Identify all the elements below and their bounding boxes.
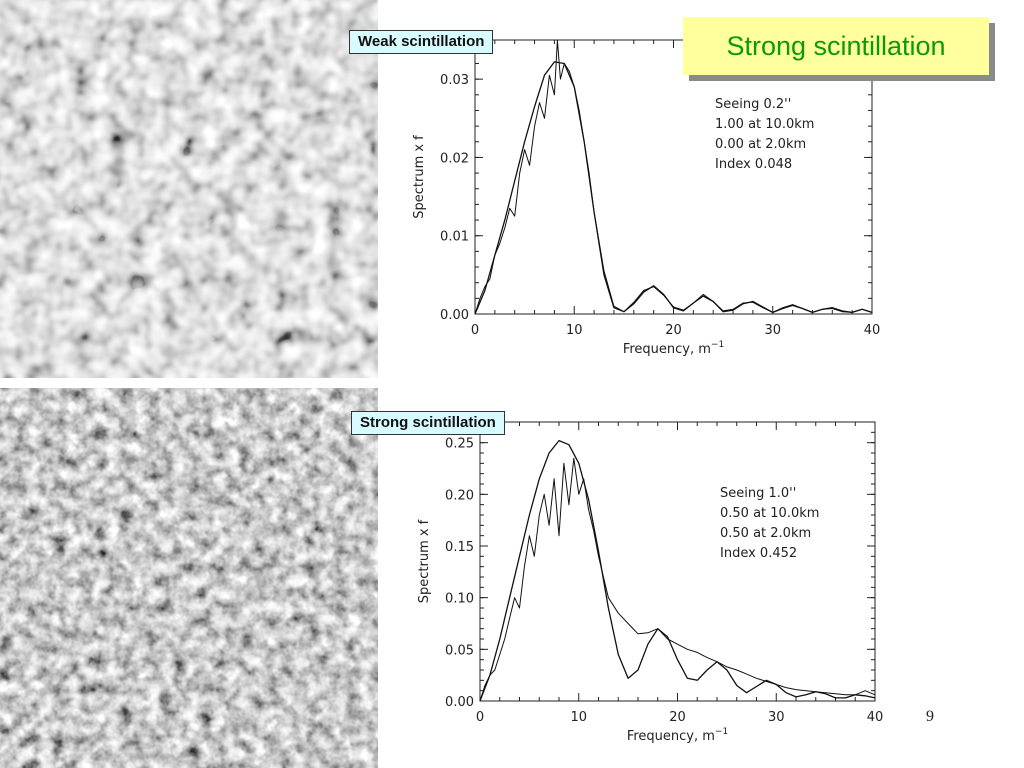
strong-scintillation-chart: 0 10 20 30 40 0.00 0.05 0.10 0.15 0.20 0.25 Frequen… bbox=[380, 410, 900, 760]
plot-frame bbox=[474, 39, 873, 315]
y-tick-label: 0.20 bbox=[445, 488, 474, 503]
y-axis-label: Spectrum x f bbox=[412, 135, 427, 219]
x-tick-label: 10 bbox=[566, 323, 583, 338]
x-tick-label: 40 bbox=[864, 323, 881, 338]
series-line-smooth bbox=[474, 61, 873, 315]
x-axis-label-exponent: −1 bbox=[715, 727, 728, 737]
x-axis-label: Frequency, m−1 bbox=[627, 727, 728, 744]
y-tick-label: 0.00 bbox=[440, 308, 469, 323]
x-tick-label: 0 bbox=[471, 323, 479, 338]
y-tick-label: 0.15 bbox=[445, 540, 474, 555]
y-tick-label: 0.00 bbox=[445, 695, 474, 710]
x-axis-label-exponent: −1 bbox=[711, 340, 724, 350]
annotation-line: Index 0.048 bbox=[715, 157, 792, 172]
annotation-line: Seeing 0.2'' bbox=[715, 97, 791, 112]
annotation-line: Index 0.452 bbox=[720, 546, 797, 561]
y-tick-label: 0.25 bbox=[445, 437, 474, 452]
y-tick-label: 0.03 bbox=[440, 73, 469, 88]
annotation-line: 0.50 at 10.0km bbox=[720, 506, 819, 521]
y-tick-label: 0.01 bbox=[440, 230, 469, 245]
x-tick-label: 0 bbox=[476, 710, 484, 725]
x-tick-label: 30 bbox=[768, 710, 785, 725]
y-tick-label: 0.05 bbox=[445, 643, 474, 658]
series-line-noisy bbox=[474, 39, 873, 315]
page-number: 9 bbox=[926, 708, 934, 725]
annotation-line: 0.50 at 2.0km bbox=[720, 526, 811, 541]
series-line-smooth bbox=[479, 439, 876, 702]
annotation-line: 0.00 at 2.0km bbox=[715, 137, 806, 152]
y-axis-label: Spectrum x f bbox=[417, 519, 432, 603]
y-tick-label: 0.02 bbox=[440, 151, 469, 166]
annotation-line: Seeing 1.0'' bbox=[720, 486, 796, 501]
x-tick-label: 30 bbox=[764, 323, 781, 338]
x-axis-label: Frequency, m−1 bbox=[623, 340, 724, 357]
x-tick-label: 20 bbox=[669, 710, 686, 725]
x-tick-label: 40 bbox=[867, 710, 884, 725]
strong-speckle-image bbox=[0, 388, 378, 768]
weak-speckle-image bbox=[0, 0, 378, 378]
x-tick-label: 20 bbox=[665, 323, 682, 338]
slide-title: Strong scintillation bbox=[683, 17, 989, 75]
weak-panel-label: Weak scintillation bbox=[349, 30, 494, 54]
weak-scintillation-chart: 0 10 20 30 40 0.00 0.01 0.02 0.03 Frequency, m−1 S… bbox=[380, 20, 900, 370]
series-line-noisy bbox=[479, 457, 876, 702]
y-tick-label: 0.10 bbox=[445, 592, 474, 607]
strong-panel-label: Strong scintillation bbox=[351, 411, 505, 435]
annotation-line: 1.00 at 10.0km bbox=[715, 117, 814, 132]
x-tick-label: 10 bbox=[570, 710, 587, 725]
